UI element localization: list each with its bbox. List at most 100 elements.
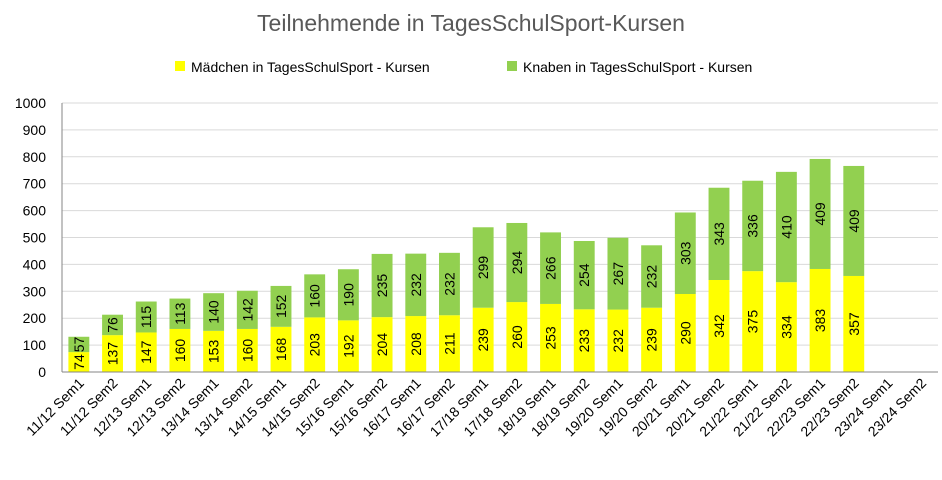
bar-label-knaben: 336 (745, 214, 761, 238)
y-tick-label: 200 (23, 310, 47, 326)
bar-label-maedchen: 192 (340, 334, 356, 358)
bar-segment-maedchen (270, 326, 292, 372)
bar-segment-knaben (439, 252, 460, 316)
y-tick-label: 700 (23, 176, 47, 192)
bar-label-knaben: 152 (273, 294, 289, 318)
bar-segment-maedchen (68, 352, 90, 372)
bar-labels: 74 57 137 76 147 115 160 113 153 140 160 142 168 152 2… (71, 202, 862, 370)
bar-label-maedchen: 253 (543, 326, 559, 350)
bar-label-maedchen: 239 (475, 328, 491, 352)
y-tick-label: 400 (23, 256, 47, 272)
bar-segment-maedchen (203, 330, 225, 372)
bar-segment-maedchen (540, 303, 561, 372)
bar-label-knaben: 254 (576, 263, 592, 287)
bar-segment-knaben (641, 245, 663, 308)
bar-label-knaben: 294 (509, 251, 525, 275)
gridlines (62, 102, 938, 346)
bar-segment-knaben (742, 180, 764, 272)
y-tick-label: 300 (23, 283, 47, 299)
bar-segment-knaben (506, 222, 528, 303)
bar-segment-knaben (472, 227, 494, 308)
bar-label-maedchen: 383 (812, 309, 828, 333)
bar-label-maedchen: 153 (206, 340, 222, 364)
bar-segment-maedchen (236, 328, 258, 372)
bar-label-maedchen: 357 (846, 312, 862, 336)
y-tick-label: 900 (23, 122, 47, 138)
bar-label-maedchen: 342 (711, 314, 727, 338)
bar-segment-maedchen (135, 332, 157, 372)
bar-label-maedchen: 203 (307, 333, 323, 357)
bar-segment-knaben (169, 298, 191, 329)
bar-segment-knaben (405, 253, 427, 317)
bar-segment-maedchen (607, 309, 629, 372)
bar-label-knaben: 232 (408, 273, 424, 297)
bar-segment-maedchen (809, 268, 831, 372)
bar-label-knaben: 299 (475, 256, 491, 280)
bar-segment-maedchen (304, 317, 326, 372)
bar-segment-maedchen (169, 328, 191, 372)
bar-label-knaben: 267 (610, 262, 626, 286)
y-tick-label: 1000 (15, 95, 46, 111)
bar-label-knaben: 409 (846, 209, 862, 233)
y-tick-label: 500 (23, 230, 47, 246)
bar-segment-knaben (236, 290, 258, 329)
bar-label-knaben: 115 (138, 306, 154, 329)
bar-label-maedchen: 239 (644, 328, 660, 352)
legend: Mädchen in TagesSchulSport - Kursen Knab… (175, 59, 752, 75)
bar-segment-knaben (843, 165, 865, 276)
bar-label-maedchen: 233 (576, 329, 592, 353)
bar-label-knaben: 232 (441, 272, 457, 296)
bar-label-knaben: 410 (778, 215, 794, 239)
bar-label-maedchen: 160 (172, 339, 188, 363)
bar-label-knaben: 409 (812, 202, 828, 226)
bar-label-knaben: 190 (340, 283, 356, 307)
bar-segment-knaben (135, 301, 157, 333)
bar-segment-maedchen (506, 302, 528, 372)
bar-label-maedchen: 375 (745, 310, 761, 334)
bar-segment-maedchen (843, 275, 865, 372)
y-tick-label: 800 (23, 149, 47, 165)
bar-label-maedchen: 147 (138, 340, 154, 364)
bar-segment-knaben (607, 237, 629, 310)
bar-label-knaben: 160 (307, 284, 323, 308)
bar-label-maedchen: 290 (677, 321, 693, 345)
bar-segment-knaben (304, 274, 326, 318)
bar-label-knaben: 343 (711, 222, 727, 246)
bar-label-knaben: 57 (71, 336, 87, 352)
bar-label-maedchen: 232 (610, 329, 626, 353)
bar-segment-maedchen (439, 315, 460, 372)
bar-label-maedchen: 160 (239, 339, 255, 363)
legend-label-maedchen: Mädchen in TagesSchulSport - Kursen (191, 59, 430, 75)
bar-segment-maedchen (775, 282, 797, 372)
y-tick-label: 0 (38, 364, 46, 380)
bar-segment-maedchen (102, 335, 123, 372)
bar-segment-knaben (708, 187, 730, 281)
bar-segment-knaben (102, 314, 123, 336)
bar-segment-maedchen (708, 280, 730, 372)
y-tick-label: 100 (23, 337, 47, 353)
bar-segment-maedchen (371, 317, 393, 372)
bar-label-knaben: 76 (105, 317, 121, 333)
bar-segment-knaben (337, 269, 359, 321)
bar-label-knaben: 266 (543, 256, 559, 280)
bar-label-maedchen: 208 (408, 332, 424, 356)
bar-label-maedchen: 74 (71, 354, 87, 370)
bar-segment-maedchen (337, 320, 359, 372)
bar-segment-maedchen (405, 316, 427, 372)
bar-segment-knaben (775, 171, 797, 283)
bar-label-maedchen: 334 (778, 315, 794, 339)
bar-label-knaben: 142 (239, 298, 255, 322)
bar-segment-knaben (270, 285, 292, 327)
bar-segment-knaben (68, 336, 90, 353)
bar-label-knaben: 303 (677, 241, 693, 265)
bar-label-knaben: 113 (172, 302, 188, 325)
bar-segment-knaben (540, 232, 561, 304)
bar-segment-knaben (371, 253, 393, 318)
bar-segment-maedchen (641, 307, 663, 372)
bar-segment-maedchen (573, 309, 595, 372)
chart-title: Teilnehmende in TagesSchulSport-Kursen (257, 10, 685, 36)
bar-label-maedchen: 260 (509, 325, 525, 349)
bar-segment-maedchen (472, 307, 494, 372)
